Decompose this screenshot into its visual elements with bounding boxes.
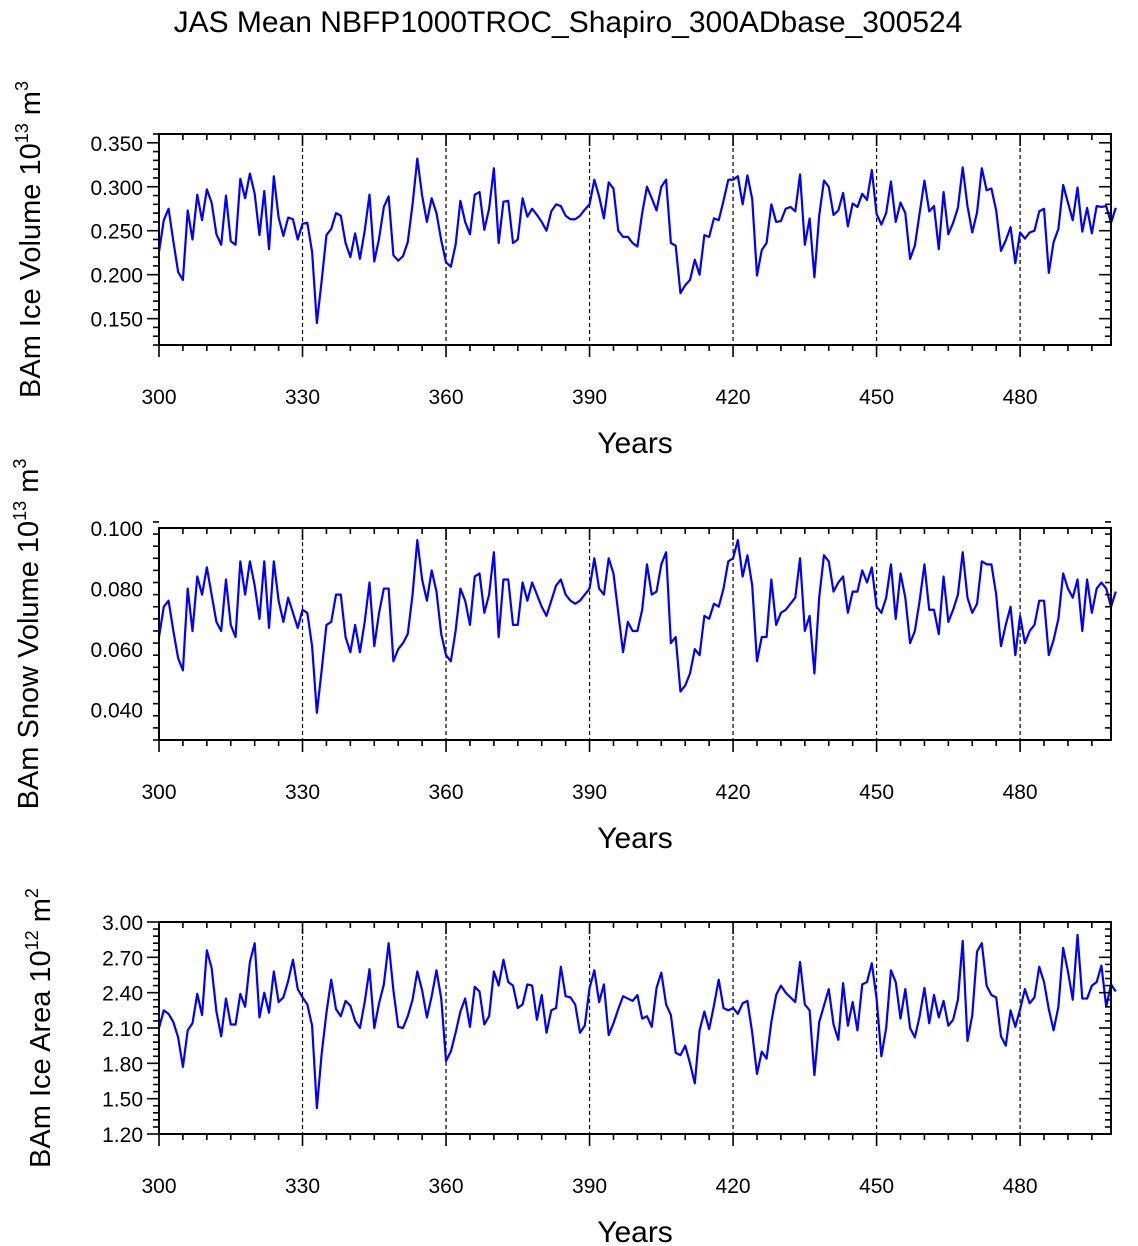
y-label-unit-exponent: 13 — [12, 123, 32, 143]
y-label-text: BAm Ice Volume — [15, 176, 47, 398]
y-tick-label: 2.40 — [102, 983, 143, 1006]
panel-ice-area: 300 330 360 390 420 450 480 1.20 1.50 1.80 2.10 2.4… — [22, 888, 1117, 1246]
x-tick-label: 420 — [716, 781, 751, 804]
panel-ice-volume: 300 330 360 390 420 450 480 0.150 0.200 0.250 0.30… — [12, 81, 1117, 460]
y-label-unit-power: 3 — [10, 459, 30, 469]
x-tick-label: 450 — [859, 1175, 894, 1198]
x-tick-label: 450 — [859, 781, 894, 804]
y-tick-label: 0.300 — [90, 177, 143, 200]
plot-frame — [158, 921, 1112, 1135]
x-tick-label: 360 — [429, 1175, 464, 1198]
y-label-unit-power: 3 — [12, 81, 32, 91]
y-label-unit-power: 2 — [22, 888, 42, 898]
y-tick-label: 0.350 — [90, 133, 143, 156]
x-tick-label: 300 — [141, 781, 176, 804]
x-axis-label: Years — [597, 1216, 673, 1246]
y-tick-label: 0.080 — [90, 579, 143, 602]
y-label-unit: m — [13, 469, 45, 501]
x-tick-label: 450 — [859, 386, 894, 409]
series-line-ice-area — [157, 933, 1117, 1110]
x-tick-label: 300 — [141, 1175, 176, 1198]
y-axis-label: BAm Ice Area 1012 m2 — [22, 888, 57, 1168]
y-tick-label: 0.200 — [90, 265, 143, 288]
y-tick-label: 1.80 — [102, 1053, 143, 1076]
series-line-ice-volume — [157, 157, 1117, 325]
plot-frame — [158, 133, 1112, 346]
x-tick-label: 480 — [1003, 1175, 1038, 1198]
x-tick-label: 330 — [285, 386, 320, 409]
x-tick-label: 390 — [572, 781, 607, 804]
y-label-unit-base: 10 — [15, 143, 47, 175]
x-tick-label: 420 — [716, 386, 751, 409]
x-axis-label: Years — [597, 822, 673, 855]
series-line-snow-volume — [157, 539, 1117, 714]
y-tick-label: 3.00 — [102, 912, 143, 935]
x-tick-label: 390 — [572, 1175, 607, 1198]
x-tick-label: 330 — [285, 781, 320, 804]
y-tick-label: 0.040 — [90, 700, 143, 723]
x-axis-label: Years — [597, 427, 673, 460]
y-tick-label: 1.20 — [102, 1124, 143, 1147]
y-tick-label: 0.060 — [90, 639, 143, 662]
y-label-text: BAm Snow Volume — [13, 553, 45, 809]
x-tick-label: 480 — [1003, 781, 1038, 804]
y-tick-label: 0.100 — [90, 518, 143, 541]
figure-title: JAS Mean NBFP1000TROC_Shapiro_300ADbase_… — [174, 6, 963, 39]
y-label-unit: m — [25, 898, 57, 930]
y-label-unit-exponent: 13 — [10, 501, 30, 521]
x-tick-label: 300 — [141, 386, 176, 409]
panel-snow-volume: 300 330 360 390 420 450 480 0.040 0.060 0.080 0.10… — [10, 459, 1117, 855]
y-label-unit-base: 10 — [25, 950, 57, 982]
y-label-unit-exponent: 12 — [22, 930, 42, 950]
y-axis-label: BAm Snow Volume 1013 m3 — [10, 459, 45, 810]
y-axis-label: BAm Ice Volume 1013 m3 — [12, 81, 47, 398]
y-tick-label: 2.10 — [102, 1018, 143, 1041]
x-tick-label: 480 — [1003, 386, 1038, 409]
x-tick-label: 360 — [429, 386, 464, 409]
x-tick-label: 420 — [716, 1175, 751, 1198]
plot-frame — [158, 527, 1112, 741]
y-tick-label: 0.150 — [90, 309, 143, 332]
y-label-text: BAm Ice Area — [25, 983, 57, 1168]
y-tick-label: 0.250 — [90, 221, 143, 244]
x-tick-label: 360 — [429, 781, 464, 804]
y-tick-label: 1.50 — [102, 1089, 143, 1112]
y-label-unit: m — [15, 91, 47, 123]
y-label-unit-base: 10 — [13, 521, 45, 553]
x-tick-label: 390 — [572, 386, 607, 409]
y-tick-label: 2.70 — [102, 947, 143, 970]
x-tick-label: 330 — [285, 1175, 320, 1198]
